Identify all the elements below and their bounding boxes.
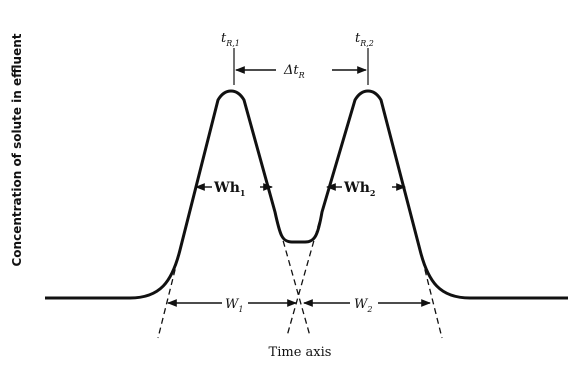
base-width-2-label: W2 [354,297,372,314]
x-axis-label: Time axis [269,345,332,360]
tangent-lines [157,211,443,339]
tangent-right-peak1 [274,211,311,337]
retention-time-2-label: tR,2 [355,31,374,48]
base-width-1-label: W1 [225,297,243,314]
half-width-1-label: Wh1 [213,180,245,198]
half-width-2-label: Wh2 [343,180,375,198]
retention-time-1-label: tR,1 [221,31,240,48]
tangent-right-peak2 [419,249,443,339]
chromatogram-curve [45,89,568,300]
y-axis-label: Concentration of solute in effluent [10,33,24,266]
tangent-left-peak1 [157,249,181,339]
retention-difference-label: ΔtR [283,63,305,80]
tangent-left-peak2 [286,211,323,337]
